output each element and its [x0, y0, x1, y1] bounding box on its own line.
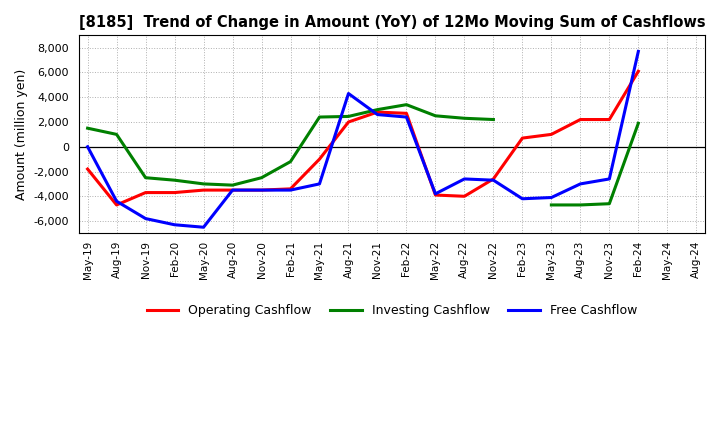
Operating Cashflow [257, 187, 266, 193]
Operating Cashflow [518, 136, 527, 141]
Investing Cashflow [460, 116, 469, 121]
Investing Cashflow [489, 117, 498, 122]
Investing Cashflow [315, 114, 324, 120]
Investing Cashflow [605, 201, 613, 206]
Investing Cashflow [112, 132, 121, 137]
Free Cashflow [170, 222, 179, 227]
Operating Cashflow [460, 194, 469, 199]
Investing Cashflow [576, 202, 585, 208]
Title: [8185]  Trend of Change in Amount (YoY) of 12Mo Moving Sum of Cashflows: [8185] Trend of Change in Amount (YoY) o… [78, 15, 706, 30]
Free Cashflow [634, 49, 643, 54]
Free Cashflow [84, 144, 92, 150]
Line: Investing Cashflow: Investing Cashflow [88, 105, 639, 205]
Operating Cashflow [315, 157, 324, 162]
Operating Cashflow [431, 192, 440, 198]
Operating Cashflow [228, 187, 237, 193]
Operating Cashflow [489, 176, 498, 182]
Free Cashflow [199, 224, 208, 230]
Operating Cashflow [112, 202, 121, 208]
Free Cashflow [547, 195, 556, 200]
Operating Cashflow [199, 187, 208, 193]
Legend: Operating Cashflow, Investing Cashflow, Free Cashflow: Operating Cashflow, Investing Cashflow, … [142, 299, 642, 322]
Operating Cashflow [402, 111, 411, 116]
Operating Cashflow [373, 110, 382, 115]
Free Cashflow [112, 198, 121, 204]
Line: Operating Cashflow: Operating Cashflow [88, 71, 639, 205]
Investing Cashflow [431, 113, 440, 118]
Operating Cashflow [84, 166, 92, 172]
Investing Cashflow [286, 159, 294, 164]
Free Cashflow [431, 191, 440, 196]
Free Cashflow [228, 187, 237, 193]
Operating Cashflow [634, 69, 643, 74]
Free Cashflow [257, 187, 266, 193]
Operating Cashflow [170, 190, 179, 195]
Investing Cashflow [373, 107, 382, 112]
Free Cashflow [605, 176, 613, 182]
Free Cashflow [489, 178, 498, 183]
Investing Cashflow [170, 178, 179, 183]
Operating Cashflow [286, 186, 294, 191]
Investing Cashflow [199, 181, 208, 187]
Operating Cashflow [605, 117, 613, 122]
Free Cashflow [315, 181, 324, 187]
Investing Cashflow [547, 202, 556, 208]
Investing Cashflow [84, 125, 92, 131]
Free Cashflow [141, 216, 150, 221]
Y-axis label: Amount (million yen): Amount (million yen) [15, 69, 28, 200]
Free Cashflow [460, 176, 469, 182]
Operating Cashflow [547, 132, 556, 137]
Investing Cashflow [228, 183, 237, 188]
Operating Cashflow [344, 119, 353, 125]
Investing Cashflow [141, 175, 150, 180]
Investing Cashflow [257, 175, 266, 180]
Investing Cashflow [344, 114, 353, 119]
Free Cashflow [286, 187, 294, 193]
Free Cashflow [373, 112, 382, 117]
Operating Cashflow [141, 190, 150, 195]
Free Cashflow [402, 114, 411, 120]
Investing Cashflow [634, 121, 643, 126]
Investing Cashflow [402, 102, 411, 107]
Free Cashflow [576, 181, 585, 187]
Free Cashflow [344, 91, 353, 96]
Line: Free Cashflow: Free Cashflow [88, 51, 639, 227]
Operating Cashflow [576, 117, 585, 122]
Free Cashflow [518, 196, 527, 202]
